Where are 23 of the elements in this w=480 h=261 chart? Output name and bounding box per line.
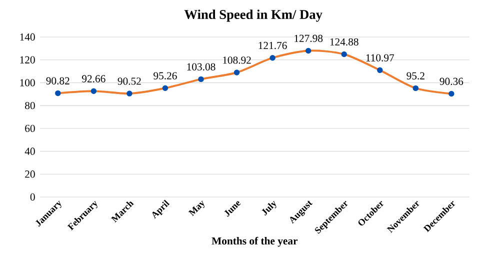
- chart-title: Wind Speed in Km/ Day: [184, 10, 322, 22]
- y-tick-label: 120: [20, 56, 35, 64]
- y-tick-label: 80: [25, 102, 35, 110]
- data-label: 95.26: [154, 72, 177, 80]
- data-label: 124.88: [330, 38, 358, 46]
- data-label: 90.52: [118, 78, 141, 85]
- x-tick-label: July: [262, 200, 276, 216]
- y-tick-label: 60: [25, 124, 35, 132]
- data-label: 95.2: [406, 72, 424, 80]
- data-label: 92.66: [82, 75, 106, 82]
- y-tick-label: 40: [24, 148, 35, 155]
- y-tick-label: 140: [20, 33, 35, 41]
- data-label: 110.97: [366, 54, 394, 62]
- y-tick-label: 0: [30, 193, 35, 201]
- x-axis-title: Months of the year: [212, 236, 298, 247]
- y-tick-label: 20: [25, 170, 35, 178]
- data-label: 103.08: [187, 63, 216, 70]
- data-label: 108.92: [223, 56, 251, 64]
- y-tick-label: 100: [20, 79, 35, 86]
- data-label: 121.76: [258, 42, 287, 50]
- data-label: 90.36: [440, 78, 464, 86]
- data-label: 90.82: [46, 77, 70, 84]
- data-label: 127.98: [294, 34, 323, 42]
